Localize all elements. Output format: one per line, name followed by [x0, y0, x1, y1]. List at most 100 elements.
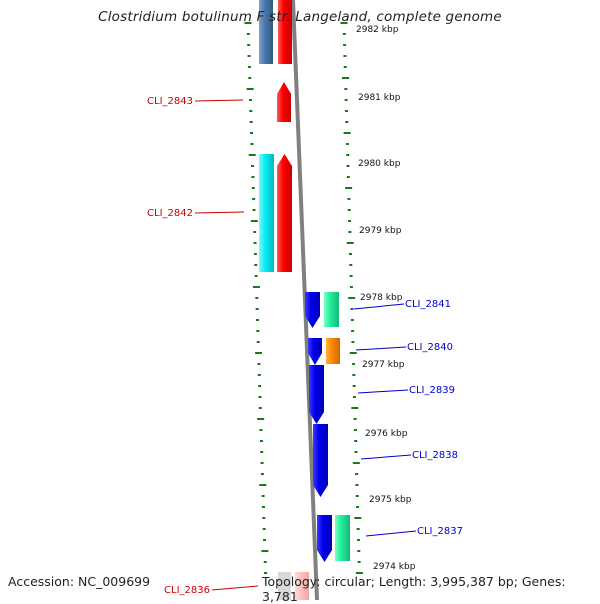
- kbp-tick-label: 2982 kbp: [356, 25, 399, 35]
- left-track-tick: [244, 22, 252, 24]
- right-track-tick: [356, 539, 360, 541]
- gene-cli-2841[interactable]: [305, 292, 320, 328]
- gene-cli-2843[interactable]: [277, 82, 291, 122]
- kbp-tick-label: 2978 kbp: [360, 293, 403, 303]
- left-track-tick: [260, 462, 264, 464]
- gene-feature-steelblue[interactable]: [259, 0, 273, 64]
- left-track-tick: [250, 220, 258, 222]
- right-track-tick: [344, 88, 348, 90]
- left-track-tick: [251, 176, 255, 178]
- kbp-tick-label: 2977 kbp: [362, 360, 405, 370]
- left-track-tick: [256, 341, 260, 343]
- right-track-tick: [346, 242, 354, 244]
- right-track-tick: [345, 143, 349, 145]
- left-track-tick: [246, 88, 254, 90]
- kbp-tick-label: 2980 kbp: [358, 159, 401, 169]
- left-track-tick: [249, 110, 253, 112]
- left-track-tick: [263, 539, 267, 541]
- left-track-tick: [246, 33, 250, 35]
- gene-cli-2840[interactable]: [308, 338, 322, 365]
- left-track-tick: [256, 319, 260, 321]
- left-track-tick: [260, 473, 264, 475]
- gene-feature-cyan[interactable]: [259, 154, 274, 272]
- left-track-tick: [252, 286, 260, 288]
- right-track-tick: [346, 165, 350, 167]
- right-track-tick: [348, 220, 352, 222]
- kbp-tick-label: 2976 kbp: [365, 429, 408, 439]
- genome-title: Clostridium botulinum F str. Langeland, …: [98, 9, 502, 25]
- gene-feature-green[interactable]: [335, 515, 350, 561]
- gene-cli-2842[interactable]: [277, 154, 292, 272]
- left-track-tick: [264, 572, 268, 574]
- left-track-tick: [255, 297, 259, 299]
- right-track-tick: [349, 275, 353, 277]
- gene-label-right[interactable]: CLI_2840: [407, 342, 453, 353]
- right-track-tick: [347, 198, 351, 200]
- right-track-tick: [352, 374, 356, 376]
- right-track-tick: [349, 264, 353, 266]
- right-track-tick: [343, 55, 347, 57]
- accession-label: Accession: NC_009699: [8, 574, 151, 589]
- gene-feature-grey[interactable]: [278, 572, 291, 600]
- gene-label-right[interactable]: CLI_2841: [405, 299, 451, 310]
- right-track-tick: [354, 451, 358, 453]
- left-track-tick: [259, 484, 267, 486]
- right-track-tick: [354, 440, 358, 442]
- right-track-tick: [353, 429, 357, 431]
- right-track-tick: [351, 407, 359, 409]
- right-track-tick: [340, 22, 348, 24]
- gene-label-left[interactable]: CLI_2842: [147, 208, 193, 219]
- left-track-tick: [250, 132, 254, 134]
- right-track-tick: [346, 176, 350, 178]
- right-track-tick: [352, 396, 356, 398]
- gene-label-right[interactable]: CLI_2839: [409, 385, 455, 396]
- left-track-tick: [253, 242, 257, 244]
- right-track-tick: [354, 517, 362, 519]
- gene-label-leader: [194, 211, 245, 214]
- gene-label-leader: [211, 585, 259, 591]
- right-track-tick: [356, 528, 360, 530]
- gene-label-right[interactable]: CLI_2837: [417, 526, 463, 537]
- left-track-tick: [247, 66, 251, 68]
- right-track-tick: [347, 209, 351, 211]
- left-track-tick: [257, 363, 261, 365]
- gene-feature-pink[interactable]: [295, 572, 309, 600]
- gene-feature-green[interactable]: [324, 292, 339, 327]
- gene-cli-2837[interactable]: [317, 515, 332, 562]
- right-track-tick: [349, 286, 353, 288]
- kbp-tick-label: 2981 kbp: [358, 93, 401, 103]
- left-track-tick: [253, 253, 257, 255]
- gene-feature-red[interactable]: [278, 0, 292, 64]
- right-track-tick: [343, 132, 351, 134]
- right-track-tick: [351, 330, 355, 332]
- left-track-tick: [262, 528, 266, 530]
- left-track-tick: [261, 550, 269, 552]
- left-track-tick: [258, 396, 262, 398]
- left-track-tick: [261, 495, 265, 497]
- gene-label-right[interactable]: CLI_2838: [412, 450, 458, 461]
- right-track-tick: [342, 33, 346, 35]
- left-track-tick: [248, 77, 252, 79]
- right-track-tick: [345, 121, 349, 123]
- left-track-tick: [258, 385, 262, 387]
- right-track-tick: [342, 77, 350, 79]
- right-track-tick: [357, 561, 361, 563]
- gene-label-leader: [353, 303, 405, 310]
- gene-label-left[interactable]: CLI_2836: [164, 585, 210, 596]
- gene-feature-orange[interactable]: [326, 338, 340, 364]
- left-track-tick: [260, 451, 264, 453]
- left-track-tick: [252, 209, 256, 211]
- left-track-tick: [257, 418, 265, 420]
- right-track-tick: [357, 550, 361, 552]
- right-track-tick: [351, 341, 355, 343]
- left-track-tick: [250, 143, 254, 145]
- right-track-tick: [346, 154, 350, 156]
- left-track-tick: [247, 55, 251, 57]
- gene-label-left[interactable]: CLI_2843: [147, 96, 193, 107]
- right-track-tick: [350, 308, 354, 310]
- left-track-tick: [254, 264, 258, 266]
- gene-cli-2839[interactable]: [309, 365, 324, 424]
- gene-cli-2838[interactable]: [313, 424, 328, 497]
